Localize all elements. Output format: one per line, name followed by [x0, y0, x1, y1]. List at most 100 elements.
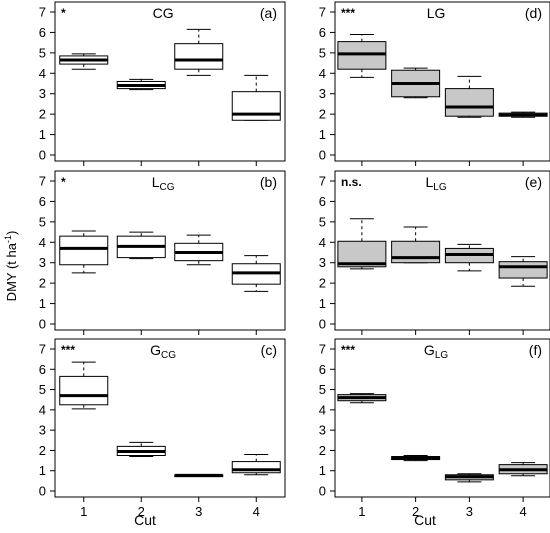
y-axis-label-superscript: -1: [3, 235, 13, 243]
y-tick-label: 4: [319, 402, 326, 417]
panel-title-main: L: [425, 174, 433, 190]
y-axis-label-main: DMY (t ha: [4, 242, 19, 301]
y-tick-label: 2: [319, 276, 326, 291]
x-tick-label: 2: [138, 504, 145, 519]
y-axis-label-close: ): [4, 231, 19, 235]
y-axis-label: DMY (t ha-1): [3, 231, 19, 302]
y-tick-label: 4: [319, 66, 326, 81]
panel-title-main: CG: [153, 5, 174, 21]
panel-d: 0 1 2 3 4 5 6 7 *** LG (d): [319, 1, 550, 166]
x-tick-label: 1: [358, 504, 365, 519]
y-tick-label: 5: [39, 382, 46, 397]
y-tick-label: 0: [319, 317, 326, 332]
panel-label: (d): [525, 5, 542, 21]
x-tick-label: 3: [466, 504, 473, 519]
x-axis-label-right: Cut: [414, 512, 436, 528]
y-tick-label: 5: [319, 214, 326, 229]
x-tick-label: 4: [253, 504, 260, 519]
y-tick-label: 3: [39, 423, 46, 438]
panel-frame: [334, 170, 550, 331]
box-1: [337, 33, 387, 78]
y-tick-label: 6: [319, 194, 326, 209]
y-tick-label: 2: [319, 443, 326, 458]
y-tick-label: 0: [39, 484, 46, 499]
box-iqr: [337, 41, 387, 70]
y-tick-label: 5: [319, 45, 326, 60]
box-iqr: [59, 235, 109, 266]
panel-label: (a): [260, 5, 277, 21]
panel-title-subscript: CG: [159, 182, 174, 193]
y-tick-label: 1: [319, 296, 326, 311]
y-tick-label: 3: [39, 255, 46, 270]
panel-frame: [334, 338, 550, 498]
panel-frame: [54, 338, 286, 498]
box-3: [444, 473, 494, 483]
y-tick-label: 6: [39, 25, 46, 40]
y-tick-label: 6: [319, 362, 326, 377]
significance-marker: ***: [61, 343, 75, 357]
box-2: [391, 455, 441, 462]
y-tick-label: 5: [319, 382, 326, 397]
y-tick-label: 2: [39, 276, 46, 291]
y-tick-label: 4: [39, 66, 46, 81]
panel-title-main: L: [152, 174, 160, 190]
significance-marker: ***: [341, 6, 355, 20]
y-tick-label: 3: [39, 86, 46, 101]
y-tick-label: 5: [39, 214, 46, 229]
box-2: [116, 78, 166, 91]
panel-label: (e): [525, 174, 542, 190]
box-1: [337, 218, 387, 270]
y-tick-label: 3: [319, 255, 326, 270]
panel-label: (f): [529, 342, 542, 358]
y-tick-label: 4: [39, 402, 46, 417]
box-1: [337, 393, 387, 404]
y-tick-label: 1: [39, 127, 46, 142]
box-1: [59, 230, 109, 274]
y-tick-label: 7: [319, 342, 326, 357]
panel-f: 0 1 2 3 4 5 6 7 1 2 3 4 *** GLG (f): [319, 338, 550, 519]
panel-b: 0 1 2 3 4 5 6 7 * LCG (b): [39, 170, 286, 335]
y-tick-label: 6: [39, 362, 46, 377]
box-2: [116, 231, 166, 260]
y-tick-label: 2: [39, 107, 46, 122]
panel-e: 0 1 2 3 4 5 6 7 n.s. LLG (e): [319, 170, 550, 335]
y-tick-label: 0: [319, 148, 326, 163]
panel-title-main: G: [150, 342, 161, 358]
significance-marker: n.s.: [341, 175, 362, 189]
box-3: [444, 75, 494, 118]
panel-title-main: LG: [427, 5, 446, 21]
panel-title: CG: [153, 5, 174, 21]
y-tick-label: 6: [319, 25, 326, 40]
box-4: [498, 256, 548, 287]
x-tick-label: 1: [80, 504, 87, 519]
box-4: [231, 74, 281, 121]
y-tick-label: 7: [39, 174, 46, 189]
panel-label: (b): [260, 174, 277, 190]
y-tick-label: 1: [39, 463, 46, 478]
box-1: [59, 53, 109, 70]
x-axis-label-left: Cut: [134, 512, 156, 528]
box-4: [231, 453, 281, 476]
y-tick-label: 7: [39, 5, 46, 20]
box-iqr: [444, 88, 494, 117]
panel-frame: [54, 1, 286, 162]
panel-title-subscript: LG: [435, 350, 449, 361]
panel-title-subscript: LG: [433, 182, 447, 193]
box-3: [174, 473, 224, 478]
box-3: [444, 243, 494, 272]
x-tick-label: 2: [412, 504, 419, 519]
y-tick-label: 1: [39, 296, 46, 311]
box-iqr: [231, 461, 281, 474]
panel-title: GLG: [424, 342, 448, 361]
significance-marker: *: [61, 175, 66, 189]
box-iqr: [174, 43, 224, 70]
box-3: [174, 28, 224, 76]
box-4: [231, 255, 281, 292]
panel-title: LCG: [152, 174, 175, 193]
box-iqr: [59, 375, 109, 406]
y-tick-label: 1: [319, 127, 326, 142]
y-tick-label: 7: [319, 5, 326, 20]
panel-a: 0 1 2 3 4 5 6 7 * CG (a): [39, 1, 286, 166]
